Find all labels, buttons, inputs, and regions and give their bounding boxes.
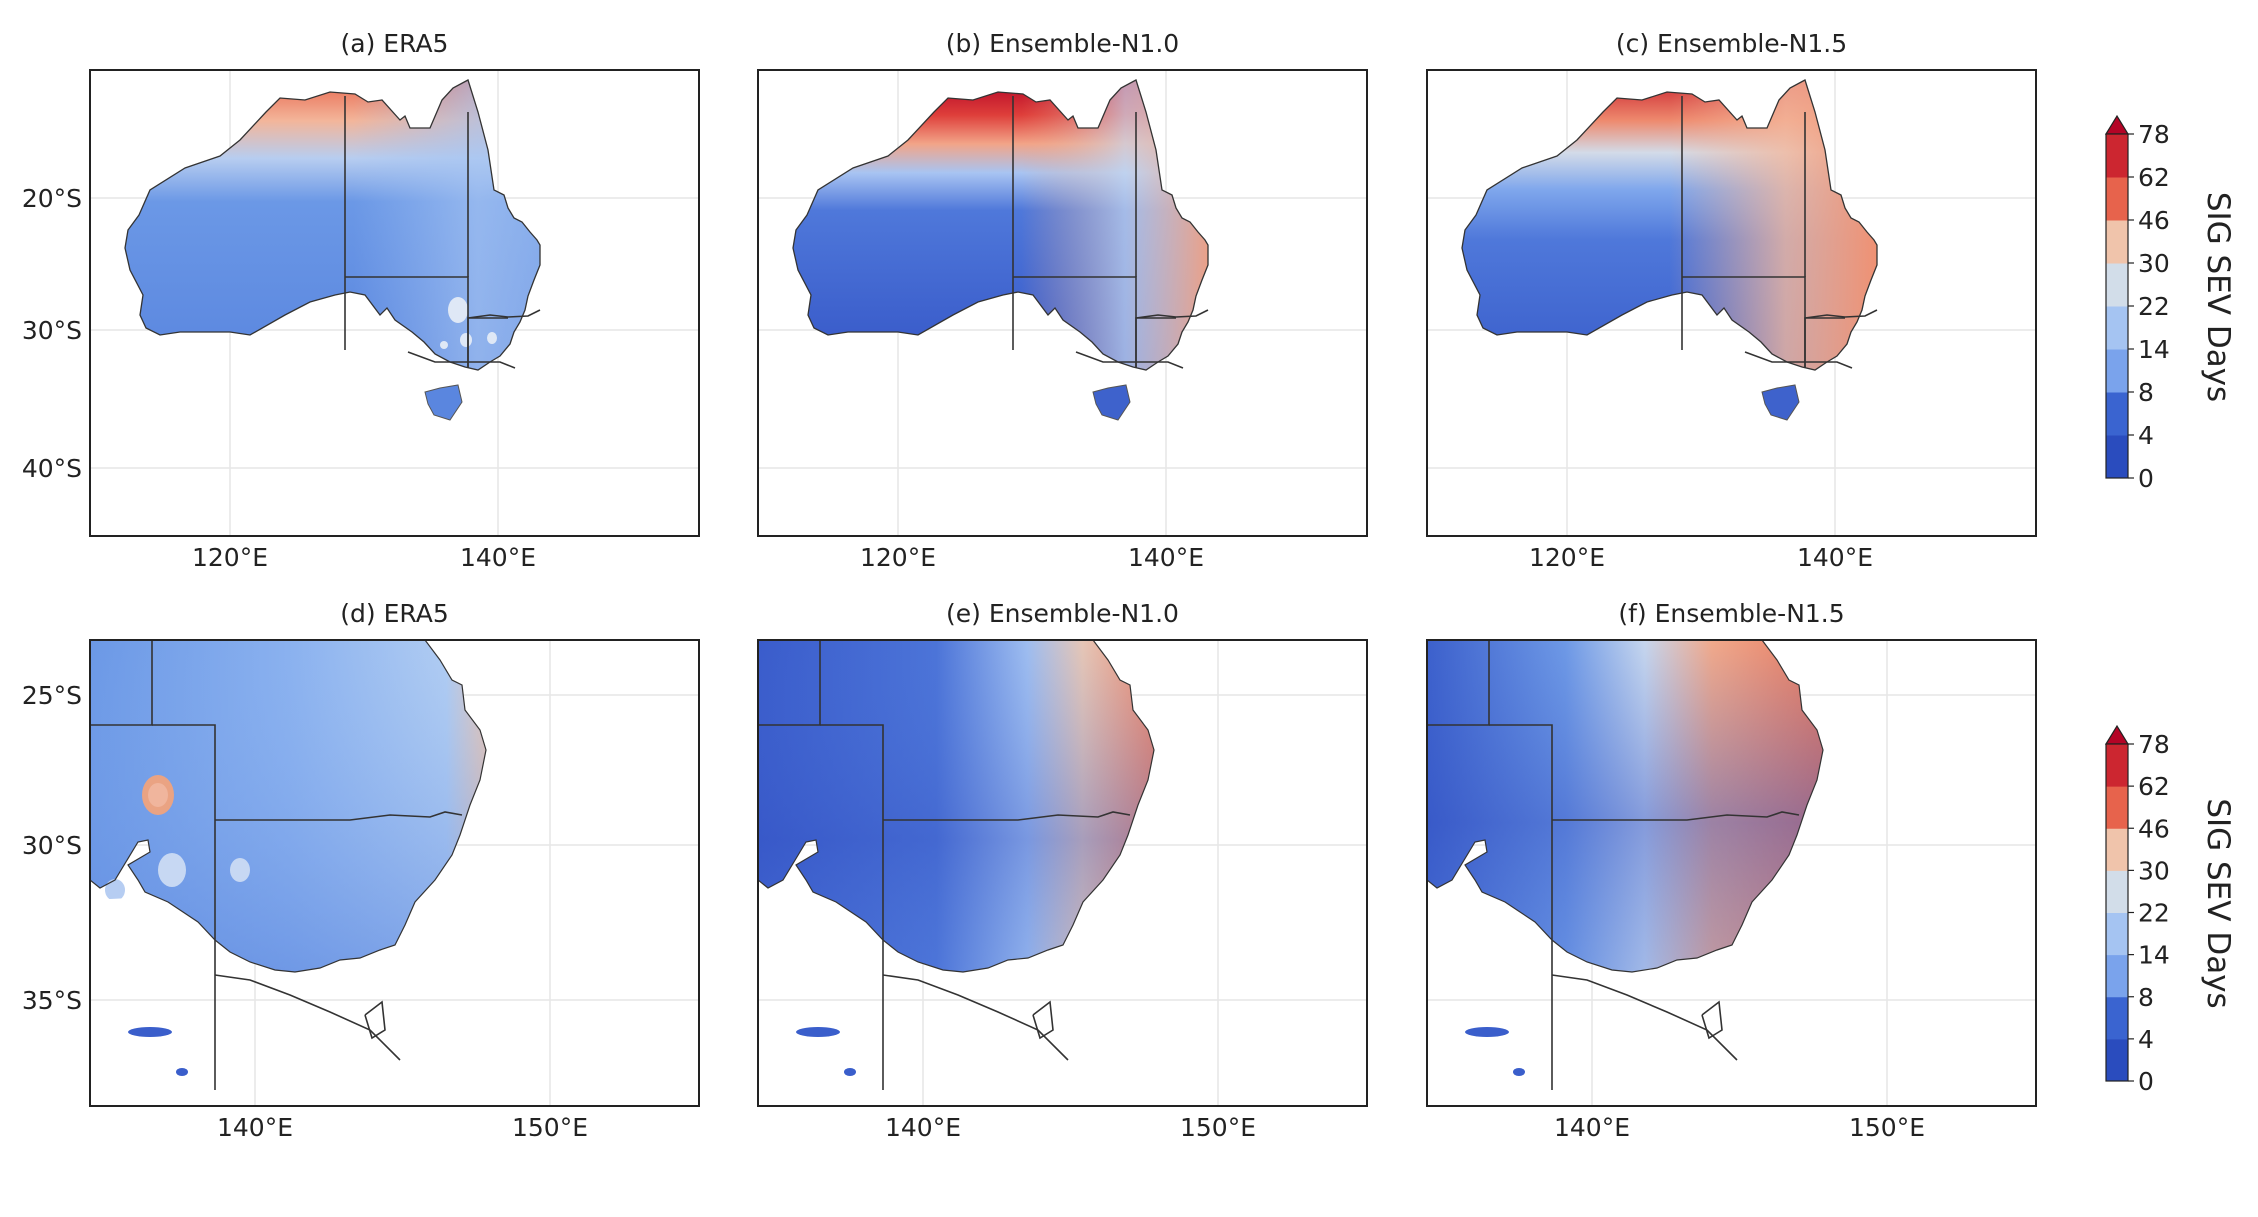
x-tick-label: 140°E xyxy=(1797,543,1873,572)
y-tick-label: 30°S xyxy=(22,316,82,345)
panel-title: (a) ERA5 xyxy=(341,29,449,58)
x-tick-label: 140°E xyxy=(1128,543,1204,572)
colorbar-tick-label: 0 xyxy=(2138,1067,2154,1096)
colorbar-tick-label: 30 xyxy=(2138,856,2170,885)
panel-title: (c) Ensemble-N1.5 xyxy=(1616,29,1847,58)
y-tick-label: 35°S xyxy=(22,986,82,1015)
colorbar-segment xyxy=(2106,912,2128,956)
map-frame xyxy=(757,69,1368,537)
lake-spot xyxy=(158,853,186,887)
map-frame xyxy=(89,639,700,1107)
x-tick-label: 150°E xyxy=(1180,1113,1256,1142)
colorbar-tick-label: 14 xyxy=(2138,941,2170,970)
colorbar-segment xyxy=(2106,134,2128,178)
colorbar-segment xyxy=(2106,220,2128,264)
x-tick-label: 140°E xyxy=(217,1113,293,1142)
colorbar-segment xyxy=(2106,996,2128,1040)
colorbar-segment xyxy=(2106,828,2128,871)
map-frame xyxy=(1426,69,2037,537)
colorbar-1: 0 4 8 14 22 30 46 62 78 SIG SEV Days xyxy=(2104,114,2236,493)
panel-title: (b) Ensemble-N1.0 xyxy=(946,29,1179,58)
lake-spot xyxy=(460,333,472,347)
map-panel-b: (b) Ensemble-N1.0 120°E 140°E xyxy=(757,29,1368,572)
map-panel-f: (f) Ensemble-N1.5 140°E 150°E xyxy=(1426,599,2037,1142)
colorbar-segment xyxy=(2106,263,2128,307)
x-tick-label: 140°E xyxy=(460,543,536,572)
lake-spot xyxy=(148,783,168,807)
colorbar-segment xyxy=(2106,435,2128,479)
state-borders xyxy=(344,96,541,369)
state-borders xyxy=(1427,640,1800,1090)
colorbar-tick-label: 14 xyxy=(2138,335,2170,364)
colorbar-tick-label: 62 xyxy=(2138,163,2170,192)
lake-spot xyxy=(440,341,448,349)
colorbar-segment xyxy=(2106,744,2128,787)
colorbar-tick-label: 46 xyxy=(2138,206,2170,235)
map-frame xyxy=(757,639,1368,1107)
colorbar-tick-label: 4 xyxy=(2138,1025,2154,1054)
colorbar-segment xyxy=(2106,306,2128,350)
land-field xyxy=(1427,640,1824,1090)
colorbar-segment xyxy=(2106,786,2128,829)
colorbar-segment xyxy=(2106,954,2128,998)
x-tick-label: 120°E xyxy=(860,543,936,572)
colorbar-tick-label: 4 xyxy=(2138,421,2154,450)
colorbar-segment xyxy=(2106,177,2128,221)
colorbar-tick-label: 22 xyxy=(2138,899,2170,928)
colorbar-tick-label: 0 xyxy=(2138,464,2154,493)
lake-spot xyxy=(487,332,497,344)
colorbar-segment xyxy=(2106,870,2128,913)
map-frame xyxy=(89,69,700,537)
x-tick-label: 140°E xyxy=(885,1113,961,1142)
state-borders xyxy=(758,640,1131,1090)
y-tick-label: 40°S xyxy=(22,454,82,483)
map-panel-c: (c) Ensemble-N1.5 120°E 140°E xyxy=(1426,29,2037,572)
colorbar-tick-label: 30 xyxy=(2138,249,2170,278)
y-tick-label: 25°S xyxy=(22,681,82,710)
colorbar-tick-label: 8 xyxy=(2138,983,2154,1012)
colorbar-tick-label: 62 xyxy=(2138,772,2170,801)
x-tick-label: 120°E xyxy=(1529,543,1605,572)
x-tick-label: 120°E xyxy=(192,543,268,572)
x-tick-label: 150°E xyxy=(1849,1113,1925,1142)
y-tick-label: 20°S xyxy=(22,184,82,213)
state-borders xyxy=(90,640,463,1090)
x-tick-label: 150°E xyxy=(512,1113,588,1142)
map-panel-e: (e) Ensemble-N1.0 140°E 150°E xyxy=(757,599,1368,1142)
lake-spot xyxy=(230,858,250,882)
land-field xyxy=(758,640,1155,1090)
colorbar-segment xyxy=(2106,392,2128,436)
colorbar-segment xyxy=(2106,349,2128,393)
state-borders xyxy=(1012,96,1209,369)
colorbar-tick-label: 78 xyxy=(2138,120,2170,149)
lake-spot xyxy=(105,879,125,901)
land-field xyxy=(1461,79,1878,421)
colorbar-tick-label: 46 xyxy=(2138,814,2170,843)
colorbar-label: SIG SEV Days xyxy=(2200,192,2236,402)
colorbar-label: SIG SEV Days xyxy=(2200,798,2236,1008)
colorbar-tick-label: 22 xyxy=(2138,292,2170,321)
panel-title: (e) Ensemble-N1.0 xyxy=(946,599,1179,628)
colorbar-2: 0 4 8 14 22 30 46 62 78 SIG SEV Days xyxy=(2104,724,2236,1096)
colorbars: 0 4 8 14 22 30 46 62 78 SIG SEV Days 0 4 8 14 22 30 46 62… xyxy=(2104,114,2236,1096)
state-borders xyxy=(1681,96,1878,369)
map-frame xyxy=(1426,639,2037,1107)
map-panel-a: (a) ERA5 20°S 30°S 40°S 120°E 140°E xyxy=(22,29,700,572)
panel-title: (f) Ensemble-N1.5 xyxy=(1618,599,1844,628)
y-tick-label: 30°S xyxy=(22,831,82,860)
lake-spot xyxy=(448,297,468,323)
panel-title: (d) ERA5 xyxy=(340,599,448,628)
colorbar-tick-label: 8 xyxy=(2138,378,2154,407)
colorbar-tick-label: 78 xyxy=(2138,730,2170,759)
land-field xyxy=(792,79,1209,421)
colorbar-segment xyxy=(2106,1038,2128,1082)
land-field xyxy=(124,79,541,421)
x-tick-label: 140°E xyxy=(1554,1113,1630,1142)
land-field xyxy=(90,640,487,1090)
map-panel-d: (d) ERA5 25°S 30°S 35°S 140°E 150°E xyxy=(22,599,700,1142)
